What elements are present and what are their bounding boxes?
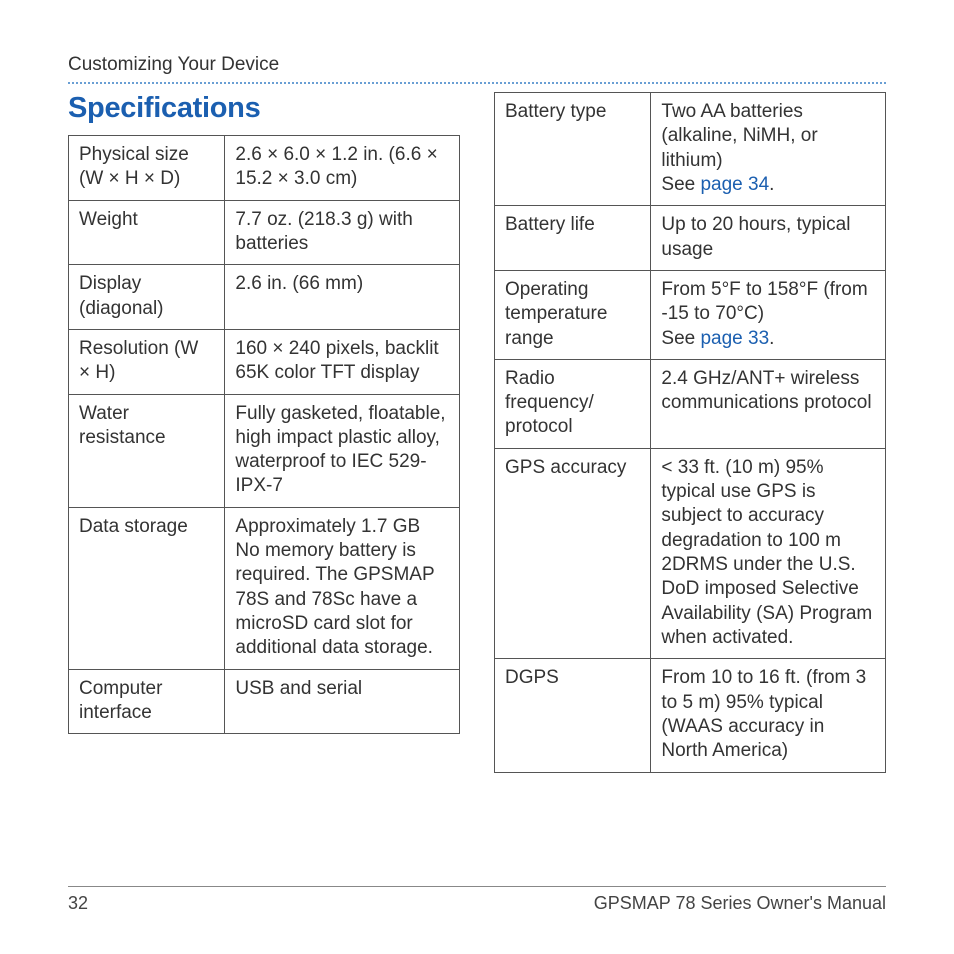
left-column: Specifications Physical size (W × H × D)… bbox=[68, 92, 460, 773]
table-row: Resolution (W × H)160 × 240 pixels, back… bbox=[69, 329, 460, 394]
table-row: DGPSFrom 10 to 16 ft. (from 3 to 5 m) 95… bbox=[495, 659, 886, 772]
spec-label: GPS accuracy bbox=[495, 448, 651, 659]
spec-label: Battery type bbox=[495, 93, 651, 206]
spec-value: 160 × 240 pixels, backlit 65K color TFT … bbox=[225, 329, 460, 394]
spec-value: From 5°F to 158°F (from -15 to 70°C) See… bbox=[651, 270, 886, 359]
spec-value: Fully gasketed, floatable, high impact p… bbox=[225, 394, 460, 507]
spec-label: Weight bbox=[69, 200, 225, 265]
spec-label: Resolution (W × H) bbox=[69, 329, 225, 394]
spec-value: Approximately 1.7 GB No memory battery i… bbox=[225, 507, 460, 669]
spec-value: From 10 to 16 ft. (from 3 to 5 m) 95% ty… bbox=[651, 659, 886, 772]
page-footer: 32 GPSMAP 78 Series Owner's Manual bbox=[68, 886, 886, 914]
spec-value: 2.6 in. (66 mm) bbox=[225, 265, 460, 330]
spec-label: Radio frequency/ protocol bbox=[495, 359, 651, 448]
section-title: Specifications bbox=[68, 92, 460, 125]
spec-table-left: Physical size (W × H × D)2.6 × 6.0 × 1.2… bbox=[68, 135, 460, 734]
table-row: Data storageApproximately 1.7 GB No memo… bbox=[69, 507, 460, 669]
table-row: Display (diagonal)2.6 in. (66 mm) bbox=[69, 265, 460, 330]
table-row: Radio frequency/ protocol2.4 GHz/ANT+ wi… bbox=[495, 359, 886, 448]
spec-value: 7.7 oz. (218.3 g) with batteries bbox=[225, 200, 460, 265]
page-link[interactable]: page 33 bbox=[700, 328, 769, 349]
page-number: 32 bbox=[68, 893, 88, 914]
table-row: Computer interfaceUSB and serial bbox=[69, 669, 460, 734]
spec-label: Data storage bbox=[69, 507, 225, 669]
link-suffix: . bbox=[769, 174, 774, 195]
spec-label: Water resistance bbox=[69, 394, 225, 507]
link-suffix: . bbox=[769, 328, 774, 349]
content-columns: Specifications Physical size (W × H × D)… bbox=[68, 92, 886, 773]
spec-value: USB and serial bbox=[225, 669, 460, 734]
value-text: Two AA batteries (alkaline, NiMH, or lit… bbox=[661, 101, 817, 171]
link-prefix: See bbox=[661, 174, 700, 195]
manual-title: GPSMAP 78 Series Owner's Manual bbox=[594, 893, 886, 914]
table-row: Weight7.7 oz. (218.3 g) with batteries bbox=[69, 200, 460, 265]
spec-label: Battery life bbox=[495, 206, 651, 271]
spec-label: Operating temperature range bbox=[495, 270, 651, 359]
right-column: Battery type Two AA batteries (alkaline,… bbox=[494, 92, 886, 773]
table-row: Physical size (W × H × D)2.6 × 6.0 × 1.2… bbox=[69, 136, 460, 201]
spec-value: Up to 20 hours, typical usage bbox=[651, 206, 886, 271]
table-row: Operating temperature range From 5°F to … bbox=[495, 270, 886, 359]
table-row: Battery lifeUp to 20 hours, typical usag… bbox=[495, 206, 886, 271]
spec-value: 2.6 × 6.0 × 1.2 in. (6.6 × 15.2 × 3.0 cm… bbox=[225, 136, 460, 201]
link-prefix: See bbox=[661, 328, 700, 349]
page-link[interactable]: page 34 bbox=[700, 174, 769, 195]
spec-label: Computer interface bbox=[69, 669, 225, 734]
table-row: Water resistanceFully gasketed, floatabl… bbox=[69, 394, 460, 507]
table-row: GPS accuracy< 33 ft. (10 m) 95% typical … bbox=[495, 448, 886, 659]
breadcrumb: Customizing Your Device bbox=[68, 54, 886, 76]
spec-value: Two AA batteries (alkaline, NiMH, or lit… bbox=[651, 93, 886, 206]
spec-value: < 33 ft. (10 m) 95% typical use GPS is s… bbox=[651, 448, 886, 659]
spec-label: Display (diagonal) bbox=[69, 265, 225, 330]
spec-value: 2.4 GHz/ANT+ wireless communications pro… bbox=[651, 359, 886, 448]
header-rule bbox=[68, 82, 886, 84]
spec-table-right: Battery type Two AA batteries (alkaline,… bbox=[494, 92, 886, 773]
table-row: Battery type Two AA batteries (alkaline,… bbox=[495, 93, 886, 206]
spec-label: DGPS bbox=[495, 659, 651, 772]
spec-label: Physical size (W × H × D) bbox=[69, 136, 225, 201]
value-text: From 5°F to 158°F (from -15 to 70°C) bbox=[661, 279, 867, 324]
